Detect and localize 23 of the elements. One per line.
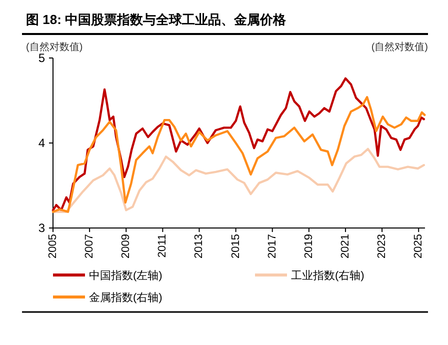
legend-label: 金属指数(右轴) [89,291,162,304]
chart-title: 图 18: 中国股票指数与全球工业品、金属价格 [26,12,288,27]
x-tick-label: 2013 [193,234,206,258]
y-tick-label: 5 [38,51,46,65]
line-series [52,96,426,213]
x-tick-label: 2005 [47,234,59,258]
y-axis-title: (自然对数值) [26,41,83,53]
x-tick-label: 2021 [339,234,352,258]
line-series [52,148,425,213]
x-tick-label: 2007 [84,234,96,258]
x-tick-label: 2025 [412,234,425,258]
legend-label: 工业指数(右轴) [291,269,364,282]
x-tick-label: 2023 [376,234,388,258]
line-series [52,77,425,212]
y2-axis-title: (自然对数值) [371,41,428,53]
x-tick-label: 2019 [302,234,315,258]
legend-label: 中国指数(左轴) [89,269,162,282]
x-tick-label: 2017 [266,234,278,258]
y-tick-label: 4 [38,136,46,150]
y-tick-label: 3 [38,221,46,235]
x-tick-label: 2015 [230,234,242,258]
x-tick-label: 2011 [156,234,169,258]
x-tick-label: 2009 [120,234,132,258]
